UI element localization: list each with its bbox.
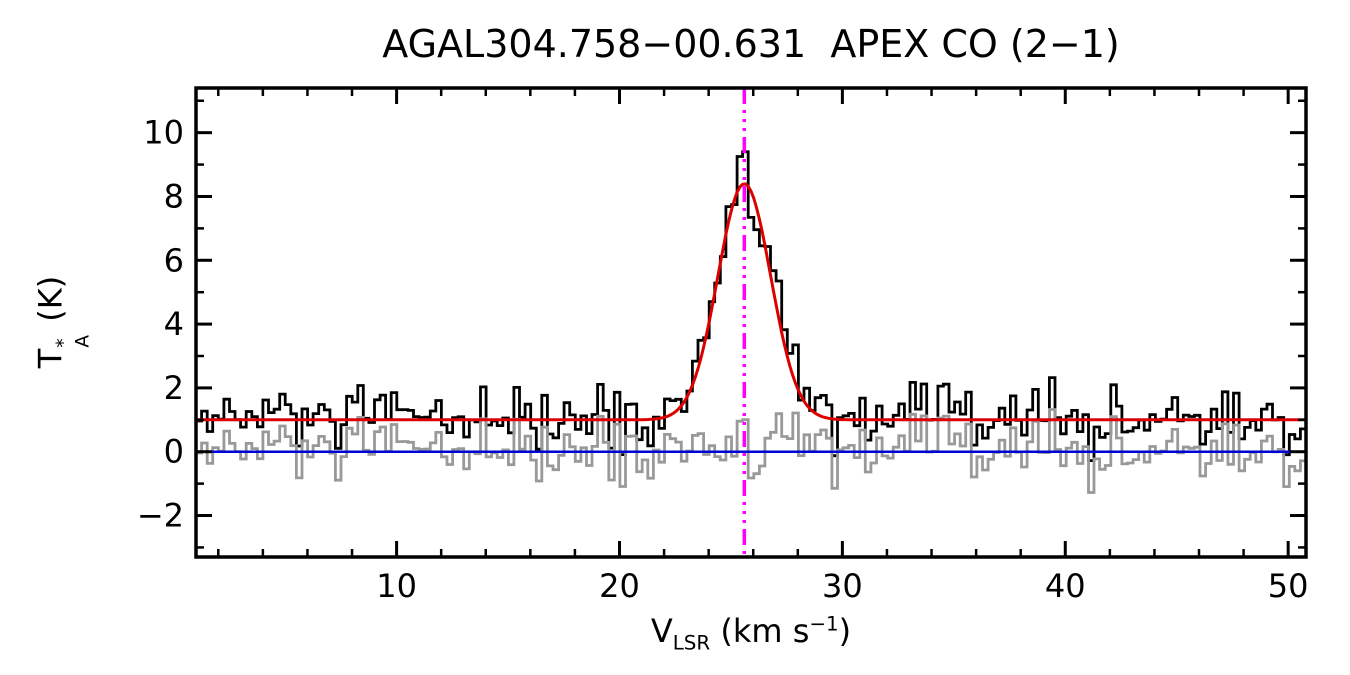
y-tick-label: 8 — [164, 177, 184, 215]
x-axis-subscript: LSR — [672, 631, 711, 655]
y-tick-label: 4 — [164, 305, 184, 343]
x-axis-label: VLSR (km s−1) — [196, 612, 1306, 654]
y-axis-unit: (K) — [31, 275, 70, 332]
x-axis-symbol: V — [650, 612, 673, 650]
observed-spectrum-line — [196, 150, 1306, 462]
y-tick-label: 10 — [143, 114, 184, 152]
x-tick-label: 30 — [822, 567, 863, 605]
x-tick-label: 10 — [376, 567, 417, 605]
y-axis-label: T * A (K) — [31, 275, 94, 369]
y-tick-label: −2 — [137, 497, 184, 535]
x-axis-unit-pre: (km s — [710, 612, 810, 650]
x-tick-label: 40 — [1045, 567, 1086, 605]
y-axis-supsub: * A — [54, 334, 94, 348]
x-tick-label: 20 — [599, 567, 640, 605]
x-tick-label: 50 — [1268, 567, 1309, 605]
x-axis-unit-post: ) — [838, 612, 852, 650]
y-tick-label: 0 — [164, 433, 184, 471]
gaussian-fit-line — [196, 182, 1306, 422]
y-tick-label: 2 — [164, 369, 184, 407]
axes-box — [194, 86, 1308, 559]
x-axis-exponent: −1 — [809, 612, 839, 636]
y-tick-label: 6 — [164, 241, 184, 279]
y-axis-subscript: A — [72, 334, 94, 348]
plot-title: AGAL304.758−00.631 APEX CO (2−1) — [382, 22, 1120, 66]
y-axis-symbol: T — [31, 348, 70, 369]
residual-spectrum-line — [196, 408, 1306, 494]
